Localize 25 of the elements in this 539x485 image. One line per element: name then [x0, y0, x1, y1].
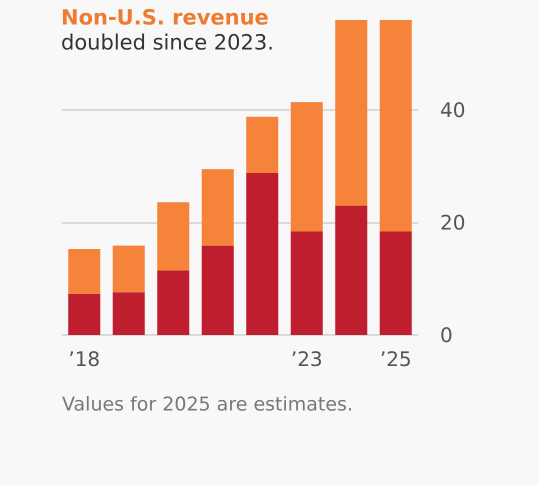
bar — [380, 20, 412, 232]
bar — [380, 232, 412, 335]
bar — [157, 202, 190, 270]
bar — [335, 20, 368, 206]
text: doubled since 2023. — [61, 30, 274, 54]
bar — [335, 206, 368, 335]
bar — [157, 270, 190, 335]
x-tick-label: ’25 — [380, 347, 412, 371]
bar — [202, 169, 234, 246]
bar — [112, 246, 145, 292]
x-tick-label: ’18 — [68, 347, 100, 371]
bar — [290, 102, 323, 232]
x-tick-label: ’23 — [290, 347, 323, 371]
bar — [246, 173, 278, 335]
bar — [68, 248, 100, 294]
bar — [112, 292, 145, 335]
bar — [202, 246, 234, 335]
bar — [68, 294, 100, 335]
text: Values for 2025 are estimates. — [62, 394, 353, 416]
bar — [246, 116, 278, 173]
y-tick-label: 40 — [440, 98, 466, 122]
chart-title: Non-U.S. revenue — [61, 6, 269, 30]
y-tick-label: 0 — [440, 323, 453, 347]
y-tick-label: 20 — [440, 210, 466, 234]
bar — [290, 232, 323, 335]
